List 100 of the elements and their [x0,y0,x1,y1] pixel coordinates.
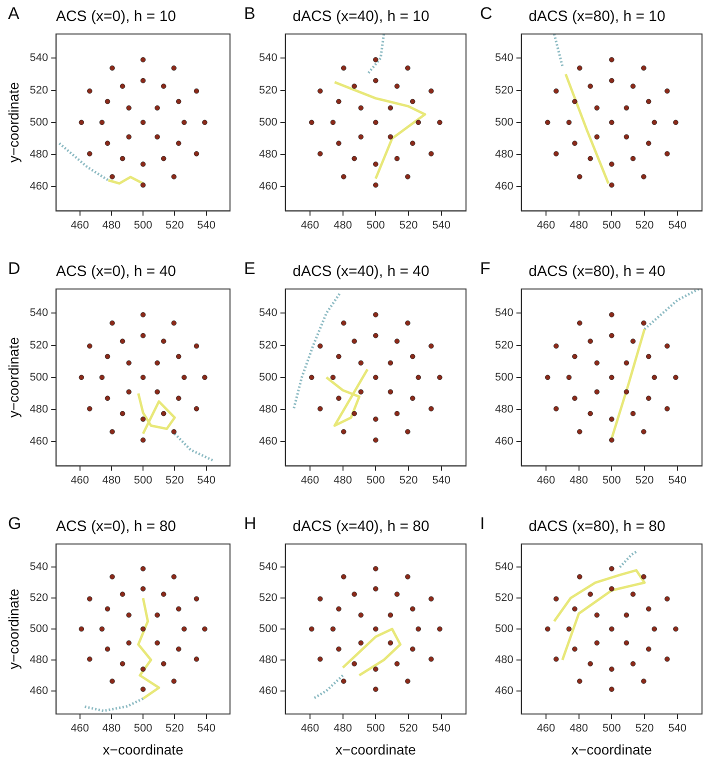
point [594,105,600,111]
point [176,140,182,146]
point [104,396,110,401]
chart-title: dACS (x=80), h = 40 [528,263,666,280]
point [609,666,614,672]
point [154,360,160,366]
point [336,98,342,104]
point [373,182,378,188]
point [358,134,364,140]
point [341,574,346,580]
point [544,626,550,632]
point [171,65,177,71]
point [572,396,578,401]
point [182,120,187,126]
point [428,343,434,349]
point [373,78,378,84]
point [154,105,160,111]
y-tick-label: 540 [494,52,514,64]
point [154,134,160,140]
point [594,389,600,395]
point [572,98,578,104]
point [588,592,593,597]
x-tick-label: 480 [334,219,352,232]
point [646,396,652,401]
point [171,174,177,180]
point [126,134,132,140]
y-tick-label: 500 [30,371,48,384]
point [577,65,582,71]
point [641,429,646,434]
point [664,151,670,156]
point [104,354,110,360]
y-tick-label: 500 [494,371,514,384]
x-tick-label: 460 [70,219,90,232]
x-tick-label: 540 [197,219,216,232]
x-tick-label: 480 [102,722,121,735]
y-tick-label: 460 [30,684,48,697]
point [336,396,342,401]
point [394,661,400,666]
point [609,374,614,380]
chart-title: dACS (x=80), h = 10 [528,8,666,26]
x-tick-label: 460 [300,474,320,486]
x-tick-label: 460 [300,722,320,735]
point [120,156,126,162]
point [373,120,378,126]
point [554,406,559,412]
point [352,592,357,597]
point [140,182,146,188]
y-tick-label: 520 [30,592,48,604]
chart-title: dACS (x=40), h = 80 [292,518,430,536]
x-tick-label: 500 [134,722,152,735]
point [664,88,670,94]
chart-title: dACS (x=40), h = 10 [292,8,430,26]
point [405,65,410,71]
chart-title: ACS (x=0), h = 80 [56,518,176,536]
point [126,360,132,366]
y-tick-label: 540 [258,561,278,574]
x-tick-label: 520 [399,474,418,486]
y-tick-label: 460 [258,180,278,193]
point [110,174,115,180]
text: G [8,514,22,534]
point [373,416,378,422]
point [160,338,166,344]
point [373,437,378,443]
point [373,57,378,62]
point [664,656,670,662]
point [373,586,378,592]
point [182,374,187,380]
y-tick-label: 480 [494,404,514,416]
point [588,338,593,344]
point [87,343,92,349]
point [588,156,593,162]
point [120,338,126,344]
x-tick-label: 540 [668,722,687,735]
point [416,120,422,126]
x-tick-label: 460 [536,474,556,486]
point [609,78,614,84]
x-tick-label: 500 [366,219,385,232]
point [110,678,115,684]
point [341,429,346,434]
point [194,656,200,662]
point [336,140,342,146]
point [171,320,177,326]
x-tick-label: 540 [668,474,687,486]
x-tick-label: 460 [536,219,556,232]
point [428,656,434,662]
point [120,592,126,597]
point [104,606,110,612]
point [126,640,132,646]
point [104,98,110,104]
point [341,65,346,71]
point [358,360,364,366]
point [194,406,200,412]
point [630,84,636,89]
x-tick-label: 540 [432,722,451,735]
point [572,646,578,652]
y-tick-label: 520 [494,592,514,604]
point [171,574,177,580]
point [624,612,630,618]
point [428,151,434,156]
point [120,410,126,416]
